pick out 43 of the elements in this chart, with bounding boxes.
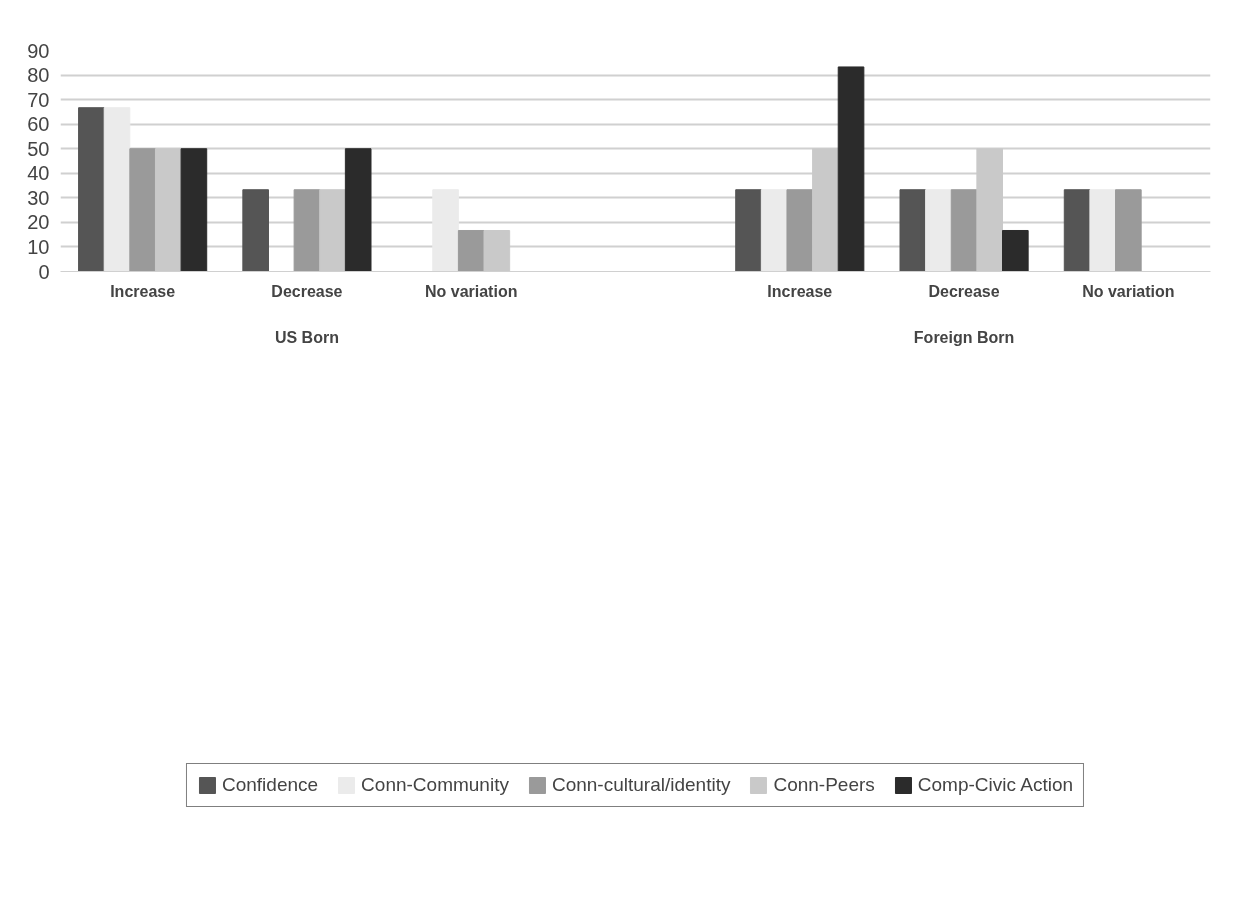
legend-label: Conn-Peers (773, 774, 875, 796)
bar (760, 189, 788, 272)
bar (1002, 229, 1029, 272)
y-tick-label: 80 (27, 64, 50, 87)
legend-label: Conn-cultural/identity (551, 774, 731, 796)
y-tick-label: 40 (27, 162, 50, 185)
legend-label: Confidence (221, 774, 319, 796)
y-tick-label: 50 (27, 137, 50, 160)
bar (180, 148, 208, 272)
y-tick-label: 20 (27, 211, 50, 234)
bar (242, 189, 269, 272)
bar (837, 66, 865, 272)
y-tick-label: 60 (27, 113, 50, 136)
text: US Born (274, 328, 339, 346)
bar (432, 189, 459, 272)
bar (344, 148, 372, 272)
bar (129, 148, 156, 272)
bar (1115, 189, 1142, 272)
y-tick-label: 90 (27, 39, 50, 62)
bar (78, 107, 105, 272)
x-tick-label: Decrease (271, 282, 343, 300)
y-tick-label: 30 (27, 186, 50, 209)
bar (925, 189, 952, 272)
bar (950, 189, 978, 272)
x-tick-label: No variation (424, 282, 518, 300)
bar (735, 189, 762, 272)
text: Foreign Born (913, 328, 1015, 346)
legend-label: Comp-Civic Action (917, 774, 1074, 796)
x-tick-label: No variation (1082, 282, 1175, 300)
bar (103, 107, 131, 272)
y-tick-label: 0 (38, 260, 50, 283)
bar (786, 189, 814, 272)
bar (293, 189, 321, 272)
bar (457, 229, 485, 272)
y-tick-label: 70 (27, 88, 50, 111)
bar (1089, 189, 1117, 272)
x-tick-label: Increase (110, 282, 176, 300)
bar (1063, 189, 1091, 272)
y-tick-label: 10 (27, 235, 50, 258)
legend-label: Conn-Community (361, 774, 509, 796)
x-tick-label: Decrease (928, 282, 1000, 300)
x-tick-label: Increase (767, 282, 833, 300)
bar (899, 189, 927, 272)
